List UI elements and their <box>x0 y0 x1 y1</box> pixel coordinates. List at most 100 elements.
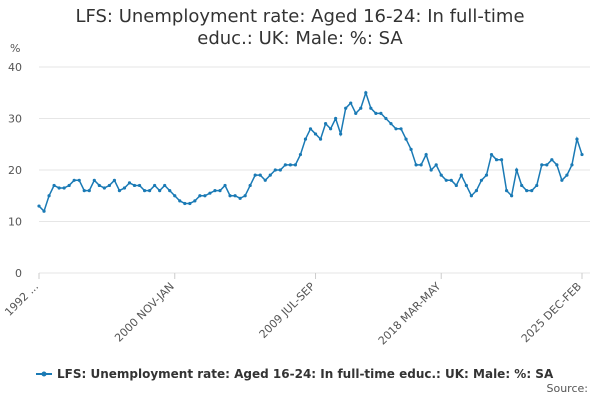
x-tick-label: 2009 JUL-SEP <box>257 280 318 341</box>
data-point <box>112 178 117 182</box>
data-point <box>122 186 127 190</box>
data-point <box>132 183 137 188</box>
data-point <box>52 183 56 188</box>
data-point <box>499 158 504 162</box>
data-point <box>57 186 61 190</box>
data-point <box>37 204 41 208</box>
data-point <box>142 189 147 193</box>
x-tick-label: 1992 ... <box>2 280 41 319</box>
data-point <box>107 183 111 188</box>
data-point <box>163 183 167 188</box>
data-point <box>449 178 453 182</box>
data-point <box>560 178 564 182</box>
y-axis-label: % <box>10 42 20 55</box>
data-point <box>364 91 368 95</box>
data-point <box>484 173 489 177</box>
data-point <box>318 137 323 141</box>
data-point <box>62 186 66 190</box>
y-tick-label: 30 <box>8 113 22 126</box>
data-point <box>67 183 71 188</box>
y-tick-label: 0 <box>15 267 22 280</box>
data-point <box>565 173 569 177</box>
data-point <box>515 168 519 172</box>
data-point <box>102 186 106 190</box>
data-point <box>268 173 272 177</box>
data-point <box>429 168 433 172</box>
y-tick-label: 20 <box>8 164 22 177</box>
data-point <box>570 163 574 167</box>
data-point <box>389 122 393 126</box>
data-point <box>87 189 91 193</box>
y-tick-label: 40 <box>8 61 22 74</box>
data-point <box>489 152 494 157</box>
data-point <box>555 163 559 167</box>
data-point <box>173 194 177 198</box>
data-point <box>303 137 308 141</box>
data-point <box>97 183 101 188</box>
data-point <box>77 178 81 182</box>
data-point <box>384 116 388 121</box>
data-point <box>545 163 549 167</box>
x-tick-label: 2018 MAR-MAY <box>376 280 444 348</box>
data-point <box>273 168 277 172</box>
data-point <box>153 183 157 188</box>
data-point <box>238 196 242 200</box>
data-point <box>329 127 333 131</box>
data-point <box>208 191 212 195</box>
data-point <box>504 189 509 193</box>
data-point <box>158 189 162 193</box>
data-point <box>323 122 328 126</box>
data-point <box>359 106 363 110</box>
data-point <box>72 178 76 182</box>
data-point <box>479 178 484 182</box>
x-tick-label: 2025 DEC-FEB <box>519 280 584 345</box>
data-point <box>540 163 544 167</box>
data-point <box>369 106 373 110</box>
data-point <box>263 178 267 182</box>
data-point <box>92 178 96 182</box>
data-point <box>298 152 303 157</box>
data-point <box>434 163 438 167</box>
data-point <box>444 178 448 182</box>
data-point <box>454 183 458 188</box>
x-tick-label: 2000 NOV-JAN <box>112 280 177 345</box>
data-point <box>374 111 378 115</box>
data-point <box>258 173 262 177</box>
data-point <box>394 127 398 131</box>
data-point <box>530 189 534 193</box>
data-point <box>47 194 51 198</box>
data-point <box>283 163 287 167</box>
data-point <box>278 168 282 172</box>
legend-label: LFS: Unemployment rate: Aged 16-24: In f… <box>57 367 554 381</box>
data-point <box>419 163 423 167</box>
legend-marker <box>41 371 47 377</box>
data-point <box>288 163 292 167</box>
data-point <box>344 106 348 110</box>
data-line <box>38 90 583 213</box>
data-point <box>510 194 514 198</box>
data-point <box>193 199 197 203</box>
data-point <box>228 194 232 198</box>
data-point <box>520 183 524 188</box>
data-point <box>117 189 122 193</box>
data-point <box>535 183 539 188</box>
data-point <box>82 189 86 193</box>
data-point <box>494 158 499 162</box>
data-point <box>349 101 353 105</box>
data-point <box>168 189 172 193</box>
data-point <box>137 183 142 188</box>
data-point <box>459 173 463 177</box>
data-point <box>379 111 383 115</box>
data-point <box>213 189 217 193</box>
data-point <box>409 147 413 151</box>
data-point <box>253 173 257 177</box>
data-point <box>188 201 192 206</box>
data-point <box>233 194 237 198</box>
data-point <box>183 201 187 206</box>
data-point <box>404 137 408 141</box>
data-point <box>223 183 227 188</box>
data-point <box>464 183 468 188</box>
data-point <box>525 189 529 193</box>
